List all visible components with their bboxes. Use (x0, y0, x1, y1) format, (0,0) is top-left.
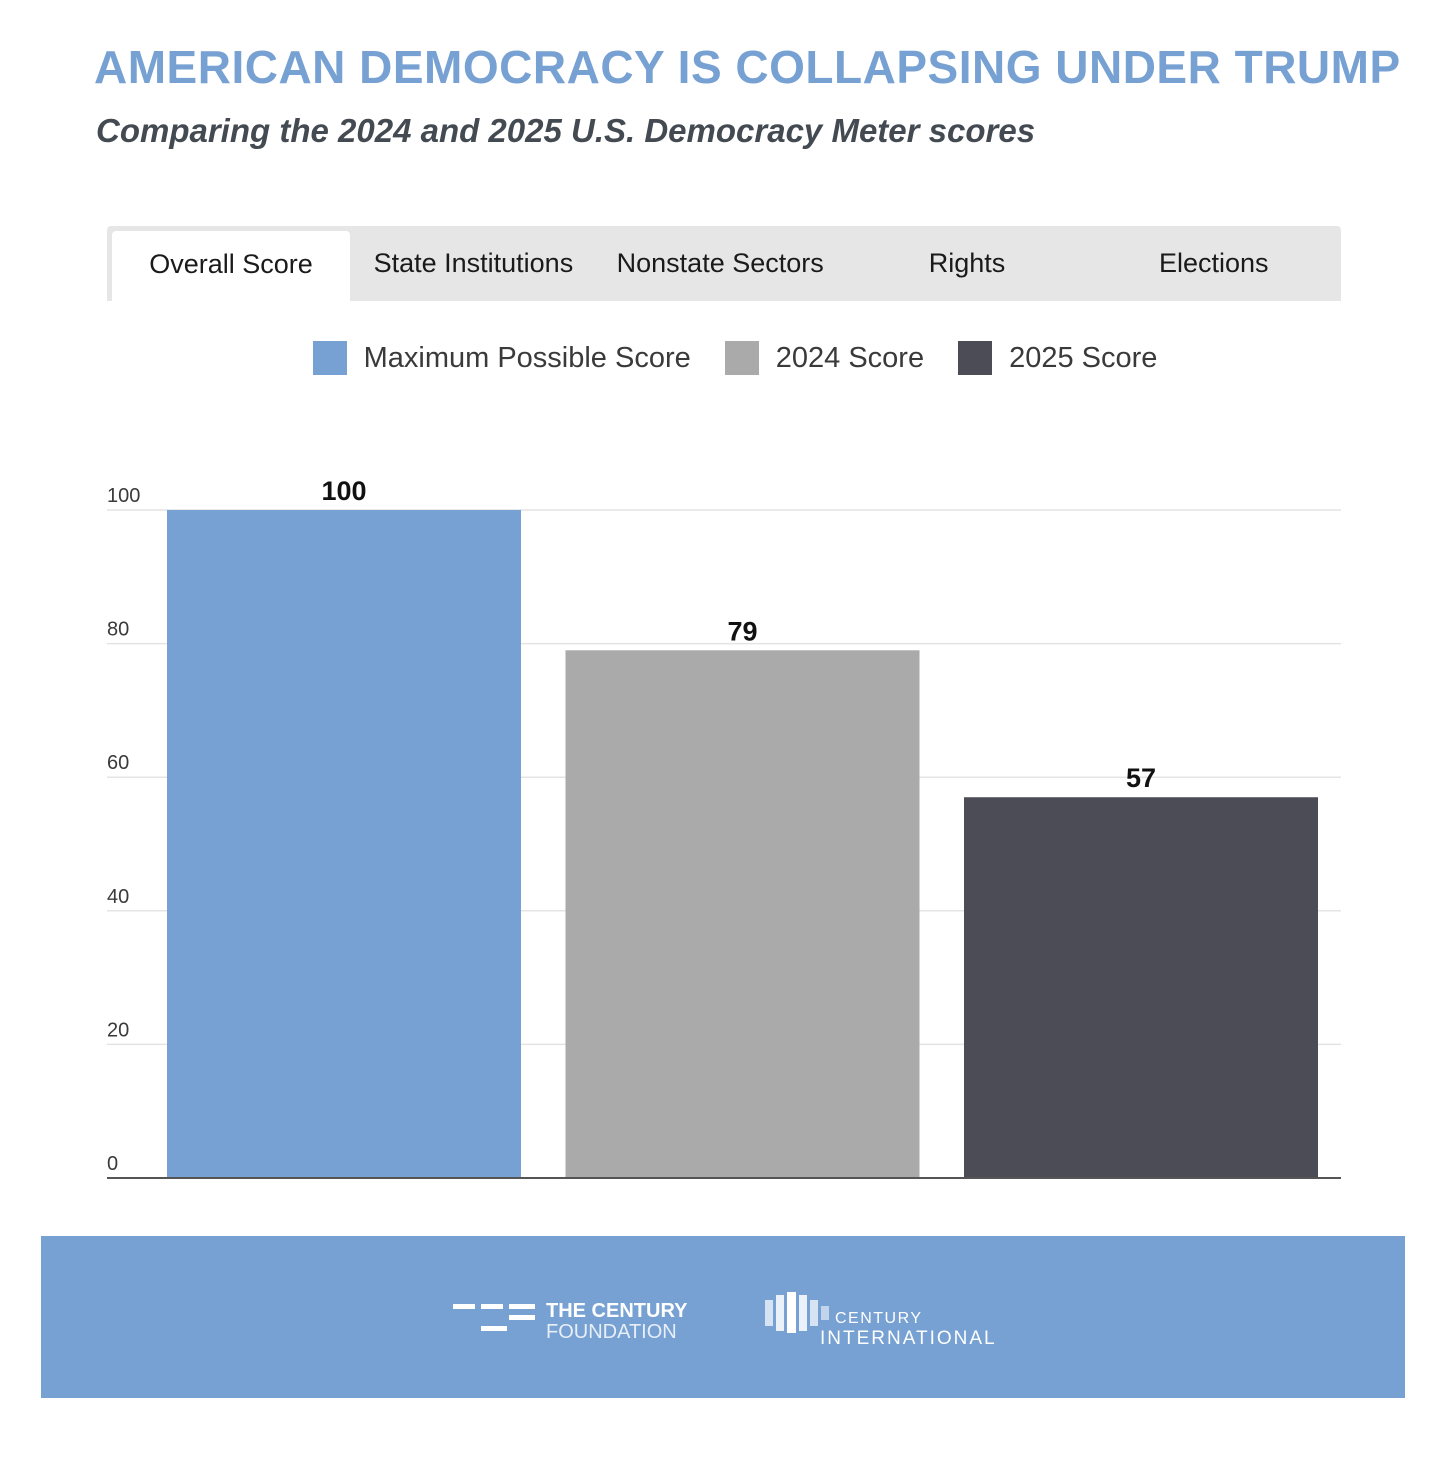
tab-bar: Overall Score State Institutions Nonstat… (107, 226, 1341, 301)
y-tick-label-40: 40 (107, 886, 129, 908)
tcf-line2: FOUNDATION (546, 1321, 677, 1342)
tcf-line1: THE CENTURY (546, 1300, 688, 1322)
bar-3 (964, 797, 1318, 1178)
tab-state-institutions[interactable]: State Institutions (373, 248, 574, 278)
century-foundation-logo: THE CENTURY FOUNDATION (453, 1300, 688, 1342)
legend-label-2025: 2025 Score (1009, 341, 1158, 374)
y-tick-label-60: 60 (107, 752, 129, 774)
bar-1 (167, 510, 521, 1178)
legend-label-2024: 2024 Score (775, 341, 925, 374)
ci-line1: CENTURY (835, 1310, 923, 1327)
data-label-1: 100 (321, 476, 366, 506)
chart-title: AMERICAN DEMOCRACY IS COLLAPSING UNDER T… (94, 41, 1401, 93)
tab-overall-score[interactable]: Overall Score (112, 231, 350, 301)
ci-line2: INTERNATIONAL (820, 1328, 997, 1348)
bar-2 (565, 650, 920, 1178)
tab-rights[interactable]: Rights (928, 248, 1006, 278)
legend-swatch-maximum (312, 341, 347, 375)
legend-item-2024[interactable]: 2024 Score (724, 341, 925, 375)
bar-chart: 0 20 40 60 80 100 100 79 57 (107, 476, 1341, 1179)
tab-elections[interactable]: Elections (1159, 248, 1269, 278)
data-label-3: 57 (1126, 763, 1156, 793)
legend-item-maximum[interactable]: Maximum Possible Score (312, 341, 691, 375)
chart-legend: Maximum Possible Score 2024 Score 2025 S… (0, 337, 1456, 379)
y-tick-label-80: 80 (107, 619, 129, 641)
legend-item-2025[interactable]: 2025 Score (958, 341, 1157, 375)
legend-label-maximum: Maximum Possible Score (363, 341, 691, 374)
y-tick-label-0: 0 (107, 1153, 118, 1175)
legend-swatch-2025 (958, 341, 993, 375)
chart-subtitle: Comparing the 2024 and 2025 U.S. Democra… (96, 112, 1036, 149)
tab-nonstate-sectors[interactable]: Nonstate Sectors (616, 248, 824, 278)
data-label-2: 79 (727, 616, 757, 646)
legend-swatch-2024 (724, 341, 759, 375)
century-international-logo: CENTURY INTERNATIONAL (765, 1292, 997, 1348)
y-tick-label-20: 20 (107, 1019, 129, 1041)
footer-banner: THE CENTURY FOUNDATION CENTURY INTERNATI… (41, 1236, 1405, 1398)
y-tick-label-100: 100 (107, 485, 140, 507)
